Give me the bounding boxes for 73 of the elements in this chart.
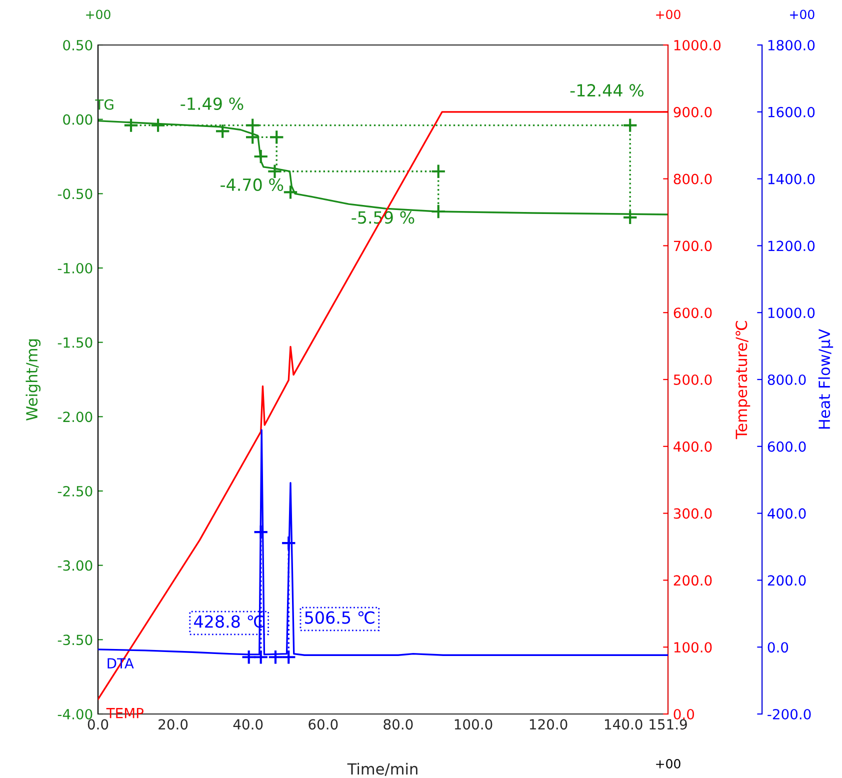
x-tick-label: 80.0 xyxy=(384,719,413,730)
y-tick-label: -2.00 xyxy=(58,412,92,422)
y2-tick-label: 500.0 xyxy=(674,374,712,385)
point xyxy=(244,118,260,133)
y-tick-label: -3.50 xyxy=(58,634,92,646)
y3-tick-label: 600.0 xyxy=(768,441,806,452)
point xyxy=(267,164,282,179)
line-series xyxy=(98,111,668,700)
y3-tick-label: 200.0 xyxy=(768,575,806,586)
y2-tick-label: 800.0 xyxy=(674,174,712,184)
y2-tick-label: 700.0 xyxy=(674,240,712,252)
text: +00 xyxy=(86,10,110,20)
y3-tick-label: 800.0 xyxy=(768,374,806,385)
y2-tick-label: 100.0 xyxy=(674,642,712,653)
x-tick-label: 100.0 xyxy=(454,719,492,730)
y-tick-label: 0.00 xyxy=(63,114,92,125)
point xyxy=(241,650,256,665)
point xyxy=(253,524,268,540)
text: +00 xyxy=(656,758,680,768)
x-tick-label: 60.0 xyxy=(308,719,338,730)
annotation: -12.44 % xyxy=(570,84,644,97)
x-tick-label: 151.9 xyxy=(650,719,687,730)
y-tick-label: -3.00 xyxy=(58,560,92,571)
point xyxy=(214,124,230,139)
y-tick-label: -1.00 xyxy=(58,262,92,274)
y3-tick-label: 1000.0 xyxy=(768,308,815,318)
x-tick-label: 40.0 xyxy=(233,719,263,730)
y-tick-label: -0.50 xyxy=(58,188,92,200)
point xyxy=(430,204,446,220)
y3-tick-label: 1800.0 xyxy=(768,40,815,50)
y3-tick-label: 400.0 xyxy=(768,508,806,519)
point xyxy=(150,118,166,133)
y2-tick-label: 0.0 xyxy=(674,708,694,720)
text: +00 xyxy=(790,10,814,20)
annotation: 506.5 ℃ xyxy=(305,611,374,624)
y3-axis-title: Heat Flow/μV xyxy=(818,328,834,429)
point xyxy=(282,184,298,200)
point xyxy=(253,650,268,665)
y-tick-label: -1.50 xyxy=(58,337,92,348)
point xyxy=(123,118,139,133)
y2-tick-label: 900.0 xyxy=(674,106,712,118)
point xyxy=(280,535,296,551)
annotation: -4.70 % xyxy=(220,178,284,191)
y3-tick-label: 1600.0 xyxy=(768,106,815,118)
x-axis-title: Time/min xyxy=(347,762,418,776)
x-tick-label: 120.0 xyxy=(530,719,568,730)
point xyxy=(622,118,638,133)
y2-tick-label: 1000.0 xyxy=(674,40,721,50)
y3-tick-label: 1400.0 xyxy=(768,174,815,184)
y3-tick-label: 1200.0 xyxy=(768,240,815,252)
y3-tick-label: -200.0 xyxy=(768,708,811,720)
x-tick-label: 20.0 xyxy=(158,719,188,730)
y3-tick-label: 0.0 xyxy=(768,642,788,653)
point xyxy=(268,130,284,145)
y-axis-title: Weight/mg xyxy=(26,339,41,420)
point xyxy=(430,164,446,179)
point xyxy=(622,210,638,226)
y2-tick-label: 200.0 xyxy=(674,575,712,586)
y2-axis-title: Temperature/℃ xyxy=(736,321,750,440)
text: +00 xyxy=(656,10,680,20)
y-tick-label: -2.50 xyxy=(58,486,92,496)
point xyxy=(268,650,284,665)
y2-tick-label: 400.0 xyxy=(674,441,712,452)
y-tick-label: 0.50 xyxy=(63,40,92,50)
point xyxy=(253,148,268,164)
point xyxy=(280,650,296,665)
x-tick-label: 0.0 xyxy=(88,719,108,730)
y2-tick-label: 300.0 xyxy=(674,508,712,519)
y2-tick-label: 600.0 xyxy=(674,308,712,318)
point xyxy=(244,130,260,145)
x-tick-label: 140.0 xyxy=(604,719,642,730)
y-tick-label: -4.00 xyxy=(58,708,92,720)
annotation: -1.49 % xyxy=(180,97,244,110)
